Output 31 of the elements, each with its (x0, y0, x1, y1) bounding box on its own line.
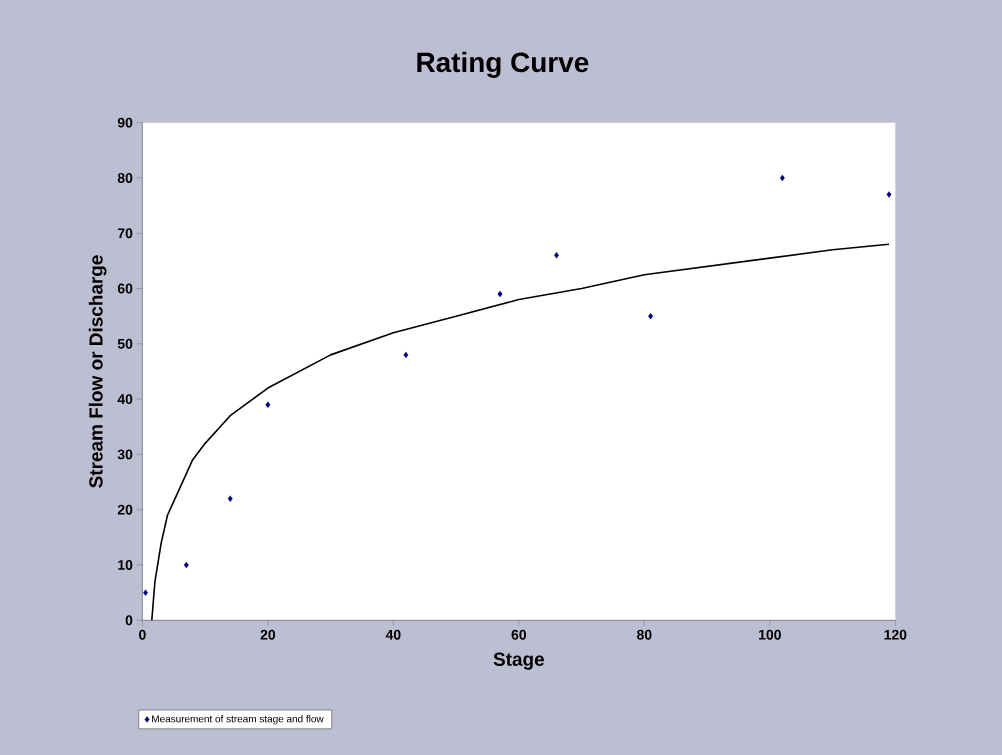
point (403, 351, 409, 359)
y-tick-label: 90 (117, 117, 133, 128)
y-tick-label: 20 (117, 504, 133, 515)
x-tick-label: 100 (759, 629, 781, 640)
x-tick-label: 20 (260, 629, 276, 640)
x-tick-label: 80 (637, 629, 652, 640)
y-axis-title: Stream Flow or Discharge (88, 255, 107, 488)
point (183, 561, 189, 569)
y-tick-label: 70 (117, 228, 133, 239)
point (265, 401, 271, 408)
y-tick-label: 80 (117, 173, 133, 183)
point (143, 589, 148, 596)
y-tick-label: 40 (117, 394, 133, 405)
x-axis-title: Stage (493, 652, 544, 670)
point (497, 290, 503, 298)
y-tick-label: 0 (125, 615, 133, 626)
point (554, 252, 559, 259)
y-tick-label: 30 (117, 449, 133, 460)
point (779, 174, 785, 182)
point (886, 191, 892, 198)
y-tick-label: 10 (118, 560, 133, 570)
point (227, 495, 233, 502)
chart-title: Rating Curve (417, 51, 589, 78)
x-tick-label: 120 (884, 629, 907, 640)
point (648, 313, 654, 320)
y-tick-label: 50 (117, 338, 133, 349)
y-tick-label: 60 (117, 283, 133, 294)
x-tick-label: 0 (139, 629, 146, 640)
x-tick-label: 60 (511, 629, 527, 640)
legend-label: Measurement of stream stage and flow (152, 715, 324, 725)
x-tick-label: 40 (385, 629, 401, 640)
